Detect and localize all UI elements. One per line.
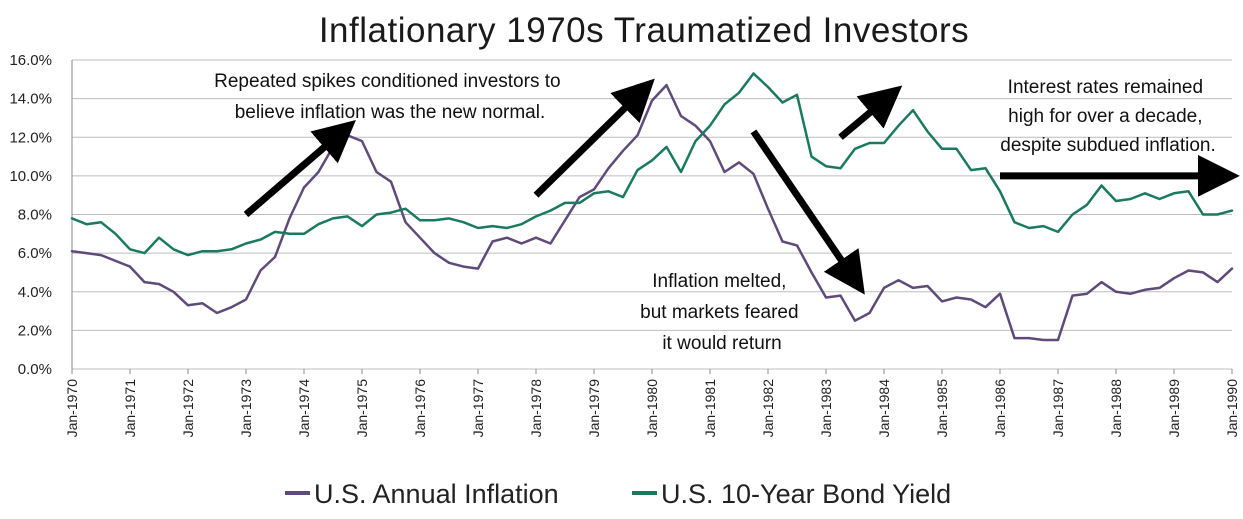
svg-text:Repeated spikes conditioned in: Repeated spikes conditioned investors to… (214, 71, 566, 123)
y-axis: 0.0% 2.0% 4.0% 6.0% 8.0% 10.0% 12.0% 14.0% 16.0% (9, 52, 73, 378)
x-tick-label: Jan-1976 (412, 379, 428, 438)
chart-title: Inflationary 1970s Traumatized Investors (319, 11, 969, 50)
legend-label-bond-yield: U.S. 10-Year Bond Yield (661, 479, 951, 509)
x-tick-label: Jan-1980 (644, 379, 660, 438)
y-tick-label: 2.0% (18, 322, 52, 339)
x-tick-label: Jan-1987 (1050, 379, 1066, 438)
annotation-arrow (533, 78, 655, 198)
annotation-spikes-line-2: believe inflation was the new normal. (235, 102, 546, 123)
x-tick-label: Jan-1972 (180, 379, 196, 438)
x-tick-label: Jan-1983 (818, 379, 834, 438)
svg-text:Inflation melted, but ma: Inflation melted, but markets feared it … (640, 271, 804, 354)
annotation-melted-line-1: Inflation melted, (652, 271, 786, 292)
x-tick-label: Jan-1989 (1166, 379, 1182, 438)
annotation-melted-line-3: it would return (662, 333, 781, 354)
annotation-remained-line-3: despite subdued inflation. (1000, 135, 1216, 156)
y-tick-label: 0.0% (18, 361, 52, 378)
series-line-bond-yield (70, 72, 1234, 257)
x-tick-label: Jan-1981 (702, 379, 718, 438)
annotation-melted: Inflation melted, but markets feared it … (640, 271, 804, 354)
annotation-remained-line-2: high for over a decade, (1008, 106, 1202, 127)
x-tick-label: Jan-1986 (992, 379, 1008, 438)
y-tick-label: 8.0% (18, 207, 52, 224)
x-tick-label: Jan-1975 (354, 379, 370, 438)
annotation-arrow (838, 85, 903, 140)
annotation-spikes: Repeated spikes conditioned investors to… (214, 71, 566, 123)
legend-label-inflation: U.S. Annual Inflation (314, 479, 559, 509)
annotation-spikes-line-1: Repeated spikes conditioned investors to (214, 71, 560, 92)
y-tick-label: 12.0% (9, 129, 52, 146)
annotation-melted-line-2: but markets feared (640, 302, 798, 323)
annotation-remained-line-1: Interest rates remained (1008, 77, 1203, 98)
y-tick-label: 4.0% (18, 284, 52, 301)
x-tick-label: Jan-1982 (760, 379, 776, 438)
x-tick-label: Jan-1979 (586, 379, 602, 438)
annotation-arrows (243, 78, 1240, 295)
x-tick-label: Jan-1990 (1224, 379, 1240, 438)
x-tick-label: Jan-1988 (1108, 379, 1124, 438)
x-tick-label: Jan-1970 (64, 379, 80, 438)
x-tick-label: Jan-1973 (238, 379, 254, 438)
y-tick-label: 6.0% (18, 245, 52, 262)
x-axis: Jan-1970 Jan-1971 Jan-1972 Jan-1973 Jan-1974… (64, 369, 1240, 437)
annotation-arrow (243, 120, 356, 218)
x-tick-label: Jan-1985 (934, 379, 950, 438)
x-tick-label: Jan-1974 (296, 379, 312, 438)
annotation-remained: Interest rates remained high for over a … (1000, 77, 1216, 156)
y-tick-label: 16.0% (9, 52, 52, 69)
x-tick-label: Jan-1977 (470, 379, 486, 438)
x-tick-label: Jan-1984 (876, 379, 892, 438)
y-tick-label: 10.0% (9, 168, 52, 185)
legend: U.S. Annual Inflation U.S. 10-Year Bond … (285, 479, 951, 509)
y-tick-label: 14.0% (9, 91, 52, 108)
annotation-arrow (750, 129, 865, 295)
x-tick-label: Jan-1978 (528, 379, 544, 438)
x-tick-label: Jan-1971 (122, 379, 138, 438)
svg-text:Interest rates remained: Interest rates remained high for over a … (1000, 77, 1216, 156)
grid (72, 59, 1232, 370)
